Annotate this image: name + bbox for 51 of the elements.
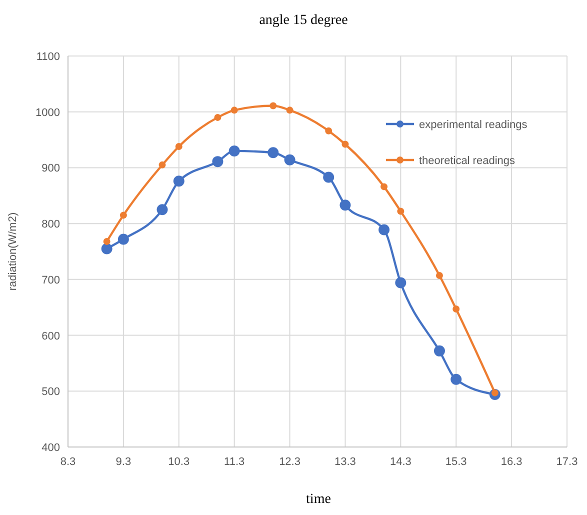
- point: [268, 147, 279, 158]
- x-axis-title: time: [306, 492, 331, 507]
- legend-label: experimental readings: [419, 119, 528, 131]
- point: [284, 154, 296, 166]
- point: [340, 200, 351, 211]
- point: [103, 238, 110, 245]
- point: [380, 183, 388, 190]
- point: [395, 277, 406, 288]
- point: [270, 102, 277, 110]
- point: [325, 127, 332, 134]
- point: [434, 345, 445, 356]
- y-tick-label: 800: [42, 218, 60, 231]
- y-tick-label: 600: [42, 330, 60, 342]
- point: [175, 142, 182, 150]
- point: [286, 106, 294, 114]
- point: [323, 172, 334, 183]
- point: [214, 114, 222, 121]
- x-tick-label: 16.3: [500, 456, 522, 468]
- point: [118, 234, 129, 245]
- point: [156, 204, 168, 216]
- point: [101, 243, 112, 254]
- point: [397, 208, 404, 215]
- y-tick-label: 900: [42, 162, 60, 175]
- point: [173, 176, 184, 187]
- chart-title: angle 15 degree: [259, 13, 348, 28]
- y-tick-label: 400: [42, 442, 60, 454]
- x-tick-label: 9.3: [116, 456, 132, 468]
- point: [342, 140, 349, 148]
- y-tick-label: 1100: [36, 51, 60, 63]
- y-axis-title: radiation(W/m2): [7, 212, 19, 291]
- point: [120, 212, 127, 219]
- x-tick-label: 17.3: [556, 456, 578, 468]
- point: [230, 106, 238, 114]
- x-tick-label: 10.3: [168, 456, 190, 468]
- point: [228, 145, 240, 156]
- legend-label: theoretical readings: [419, 155, 516, 167]
- point: [436, 272, 443, 280]
- point: [212, 156, 224, 168]
- x-tick-label: 13.3: [334, 456, 356, 468]
- x-tick-label: 11.3: [224, 456, 245, 468]
- y-tick-label: 1000: [36, 106, 60, 119]
- point: [452, 306, 460, 313]
- point: [378, 224, 390, 236]
- x-tick-label: 8.3: [60, 456, 76, 468]
- x-tick-label: 12.3: [279, 456, 300, 468]
- x-tick-label: 15.3: [445, 456, 467, 468]
- y-tick-label: 700: [42, 274, 60, 286]
- x-tick-label: 14.3: [390, 456, 412, 468]
- point: [158, 161, 166, 168]
- point: [450, 374, 462, 385]
- y-tick-label: 500: [42, 386, 60, 398]
